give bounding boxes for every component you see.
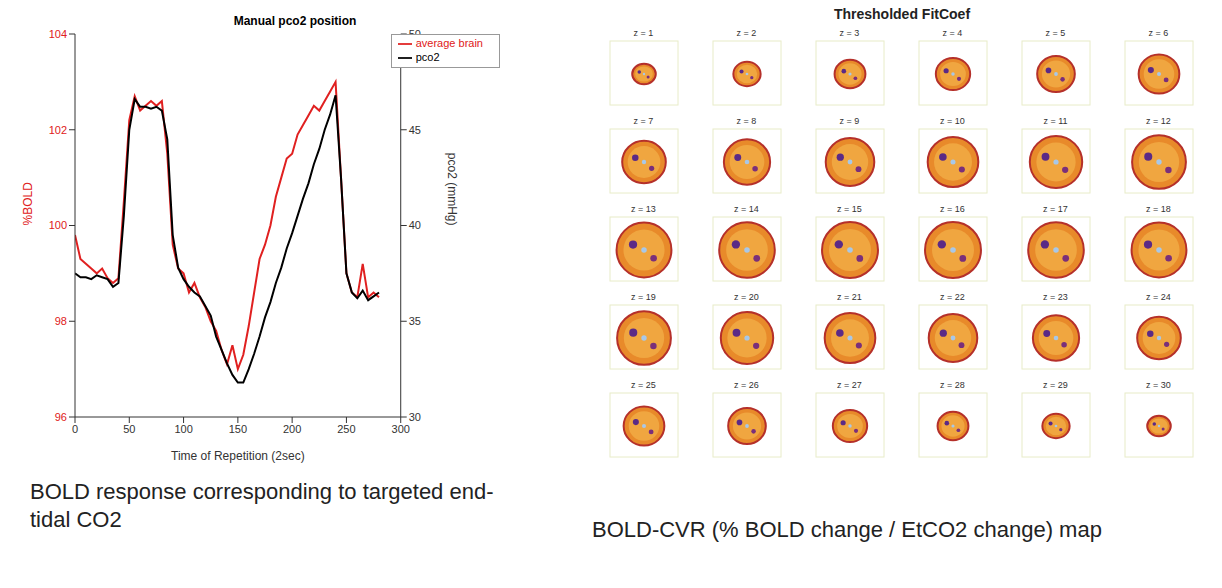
html-text:z = 4: z = 4 bbox=[942, 28, 963, 38]
html-text:z = 16: z = 16 bbox=[940, 204, 965, 214]
html-text:z = 3: z = 3 bbox=[839, 28, 860, 38]
svg-text:45: 45 bbox=[409, 124, 421, 136]
svg-text:50: 50 bbox=[123, 423, 135, 435]
html-text:z = 1: z = 1 bbox=[633, 28, 654, 38]
svg-text:150: 150 bbox=[229, 423, 247, 435]
html-text:BOLD-CVR (% BOLD change / EtCO: BOLD-CVR (% BOLD change / EtCO2 change) … bbox=[592, 517, 1102, 542]
svg-text:104: 104 bbox=[49, 28, 67, 40]
html-text:z = 18: z = 18 bbox=[1146, 204, 1171, 214]
html-text:z = 14: z = 14 bbox=[734, 204, 759, 214]
svg-text:%BOLD: %BOLD bbox=[21, 182, 35, 226]
html-text:z = 12: z = 12 bbox=[1146, 116, 1171, 126]
html-text:z = 26: z = 26 bbox=[734, 380, 759, 390]
svg-text:35: 35 bbox=[409, 315, 421, 327]
html-text:z = 28: z = 28 bbox=[940, 380, 965, 390]
svg-text:102: 102 bbox=[49, 124, 67, 136]
html-text:z = 6: z = 6 bbox=[1148, 28, 1169, 38]
html-text:z = 9: z = 9 bbox=[839, 116, 860, 126]
svg-text:200: 200 bbox=[283, 423, 301, 435]
html-text:z = 23: z = 23 bbox=[1043, 292, 1068, 302]
svg-text:50: 50 bbox=[409, 28, 421, 40]
html-text:z = 7: z = 7 bbox=[633, 116, 654, 126]
html-text:z = 22: z = 22 bbox=[940, 292, 965, 302]
html-text:Manual pco2 position: Manual pco2 position bbox=[233, 14, 357, 28]
html-text:z = 24: z = 24 bbox=[1146, 292, 1171, 302]
html-text:BOLD response corresponding to: BOLD response corresponding to targeted … bbox=[30, 479, 494, 532]
html-text:z = 17: z = 17 bbox=[1043, 204, 1068, 214]
svg-text:98: 98 bbox=[55, 315, 67, 327]
svg-text:0: 0 bbox=[72, 423, 78, 435]
html-text:z = 11: z = 11 bbox=[1043, 116, 1068, 126]
html-text:z = 2: z = 2 bbox=[736, 28, 757, 38]
html-text:z = 8: z = 8 bbox=[736, 116, 757, 126]
html-text:z = 27: z = 27 bbox=[837, 380, 862, 390]
html-text:z = 25: z = 25 bbox=[631, 380, 656, 390]
html-text:z = 19: z = 19 bbox=[631, 292, 656, 302]
html-text:z = 29: z = 29 bbox=[1043, 380, 1068, 390]
html-text:z = 15: z = 15 bbox=[837, 204, 862, 214]
html-text:Thresholded FitCoef: Thresholded FitCoef bbox=[833, 6, 971, 22]
html-text:average brain: average brain bbox=[415, 37, 483, 49]
svg-text:40: 40 bbox=[409, 219, 421, 231]
html-text:z = 10: z = 10 bbox=[940, 116, 965, 126]
svg-text:96: 96 bbox=[55, 411, 67, 423]
svg-text:100: 100 bbox=[174, 423, 192, 435]
html-text:z = 30: z = 30 bbox=[1146, 380, 1171, 390]
html-text:z = 13: z = 13 bbox=[631, 204, 656, 214]
html-text:z = 5: z = 5 bbox=[1045, 28, 1066, 38]
html-text:z = 20: z = 20 bbox=[734, 292, 759, 302]
html-text:z = 21: z = 21 bbox=[837, 292, 862, 302]
svg-text:250: 250 bbox=[337, 423, 355, 435]
svg-text:Time of Repetition (2sec): Time of Repetition (2sec) bbox=[171, 449, 305, 463]
svg-text:100: 100 bbox=[49, 219, 67, 231]
svg-text:pco2 (mmHg): pco2 (mmHg) bbox=[445, 153, 459, 226]
svg-text:30: 30 bbox=[409, 411, 421, 423]
svg-text:300: 300 bbox=[392, 423, 410, 435]
html-text:pco2: pco2 bbox=[415, 51, 440, 64]
